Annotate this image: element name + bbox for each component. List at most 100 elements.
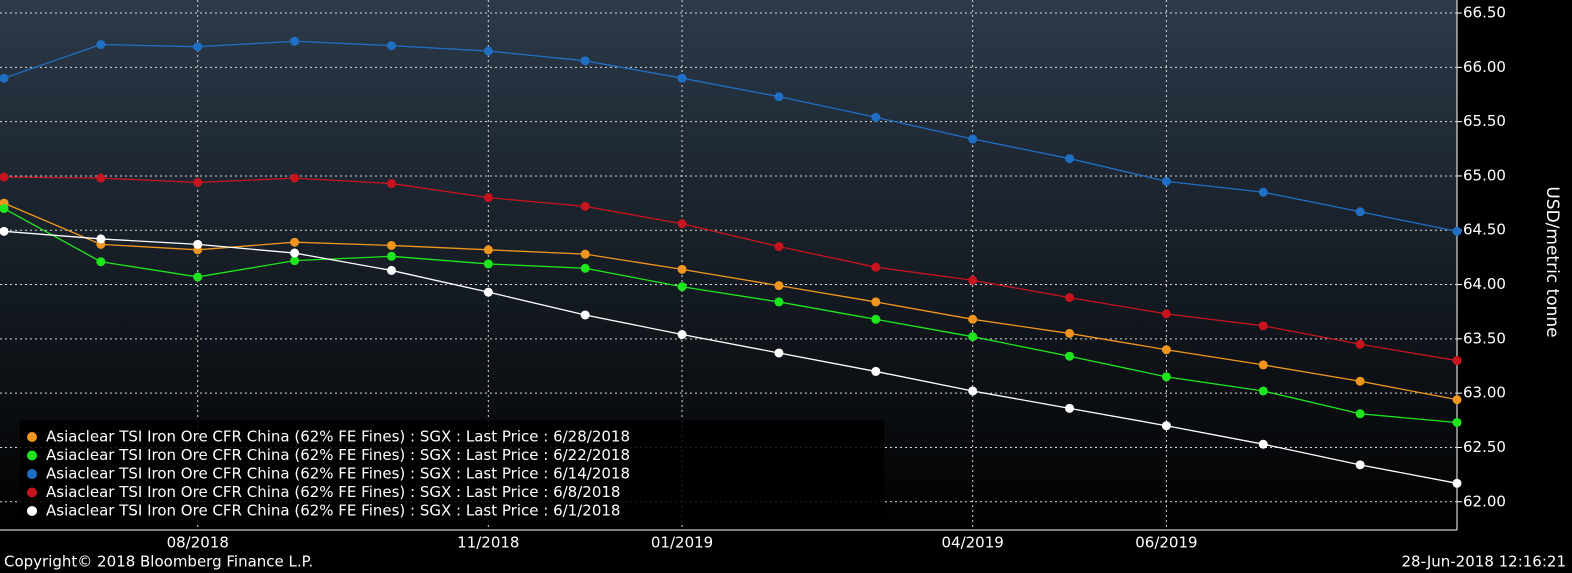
data-point — [871, 112, 881, 122]
legend-marker — [27, 432, 37, 442]
data-point — [968, 332, 978, 342]
data-point — [96, 257, 106, 267]
data-point — [1258, 439, 1268, 449]
series-line — [3, 207, 1458, 424]
data-point — [1258, 187, 1268, 197]
data-point — [580, 263, 590, 273]
legend-marker — [27, 450, 37, 461]
data-point — [290, 248, 300, 258]
data-point — [968, 134, 978, 144]
series-line — [3, 230, 1458, 484]
series-line — [3, 176, 1458, 362]
x-tick-label: 06/2019 — [1135, 534, 1197, 552]
data-point — [0, 226, 9, 236]
data-point — [871, 297, 881, 307]
data-point — [386, 179, 396, 189]
timestamp: 28-Jun-2018 12:16:21 — [1402, 553, 1567, 571]
data-point — [386, 240, 396, 250]
data-point — [386, 251, 396, 261]
data-point — [193, 42, 203, 52]
data-point — [290, 256, 300, 266]
data-point — [580, 56, 590, 66]
y-tick-label: 62.00 — [1463, 492, 1506, 510]
data-point — [1452, 395, 1462, 405]
data-point — [871, 366, 881, 376]
data-point — [483, 193, 493, 203]
y-tick-label: 63.00 — [1463, 384, 1506, 402]
data-point — [871, 314, 881, 324]
data-point — [1355, 376, 1365, 386]
data-point — [968, 275, 978, 285]
data-point — [290, 173, 300, 183]
data-point — [677, 264, 687, 274]
data-point — [1452, 478, 1462, 488]
y-tick-label: 64.00 — [1463, 275, 1506, 293]
data-point — [1065, 403, 1075, 413]
data-point — [968, 314, 978, 324]
data-point — [1452, 356, 1462, 366]
data-point — [193, 177, 203, 187]
data-point — [483, 245, 493, 255]
y-tick-label: 66.00 — [1463, 58, 1506, 76]
x-tick-label: 04/2019 — [942, 534, 1004, 552]
data-point — [193, 272, 203, 282]
y-tick-label: 65.50 — [1463, 112, 1506, 130]
series-line — [3, 40, 1458, 232]
data-point — [290, 237, 300, 247]
data-point — [1065, 328, 1075, 338]
y-tick-label: 64.50 — [1463, 221, 1506, 239]
data-point — [1452, 226, 1462, 236]
y-tick-label: 62.50 — [1463, 438, 1506, 456]
y-tick-label: 66.50 — [1463, 4, 1506, 22]
data-point — [580, 201, 590, 211]
data-point — [580, 249, 590, 259]
data-point — [677, 219, 687, 229]
data-point — [968, 386, 978, 396]
data-point — [1258, 321, 1268, 331]
x-tick-label: 08/2018 — [167, 534, 229, 552]
legend-label: Asiaclear TSI Iron Ore CFR China (62% FE… — [46, 465, 630, 483]
data-point — [677, 330, 687, 340]
data-point — [677, 282, 687, 292]
data-point — [1161, 176, 1171, 186]
data-point — [580, 310, 590, 320]
data-point — [483, 46, 493, 56]
data-point — [1161, 309, 1171, 319]
y-tick-label: 63.50 — [1463, 329, 1506, 347]
legend-box — [20, 420, 884, 523]
data-point — [1065, 351, 1075, 361]
data-point — [193, 239, 203, 249]
legend-marker — [27, 487, 37, 498]
legend-label: Asiaclear TSI Iron Ore CFR China (62% FE… — [46, 428, 630, 446]
data-point — [1355, 409, 1365, 419]
data-point — [483, 287, 493, 297]
data-point — [1161, 345, 1171, 355]
legend-marker — [27, 469, 37, 479]
data-point — [774, 281, 784, 291]
data-point — [774, 242, 784, 252]
data-point — [1258, 360, 1268, 370]
data-point — [1065, 154, 1075, 164]
legend-label: Asiaclear TSI Iron Ore CFR China (62% FE… — [46, 446, 630, 464]
data-point — [386, 41, 396, 51]
legend-label: Asiaclear TSI Iron Ore CFR China (62% FE… — [46, 502, 620, 520]
x-tick-label: 01/2019 — [651, 534, 713, 552]
data-point — [0, 204, 9, 214]
data-point — [1161, 421, 1171, 431]
data-point — [774, 348, 784, 358]
data-point — [96, 234, 106, 244]
series-line — [3, 202, 1458, 401]
copyright: Copyright© 2018 Bloomberg Finance L.P. — [4, 553, 313, 571]
data-point — [0, 73, 9, 83]
data-point — [774, 297, 784, 307]
y-tick-label: 65.00 — [1463, 166, 1506, 184]
legend-marker — [27, 506, 37, 516]
x-tick-label: 11/2018 — [457, 534, 519, 552]
data-point — [871, 262, 881, 272]
data-point — [290, 36, 300, 46]
data-point — [386, 265, 396, 275]
data-point — [96, 40, 106, 50]
data-point — [1452, 417, 1462, 427]
